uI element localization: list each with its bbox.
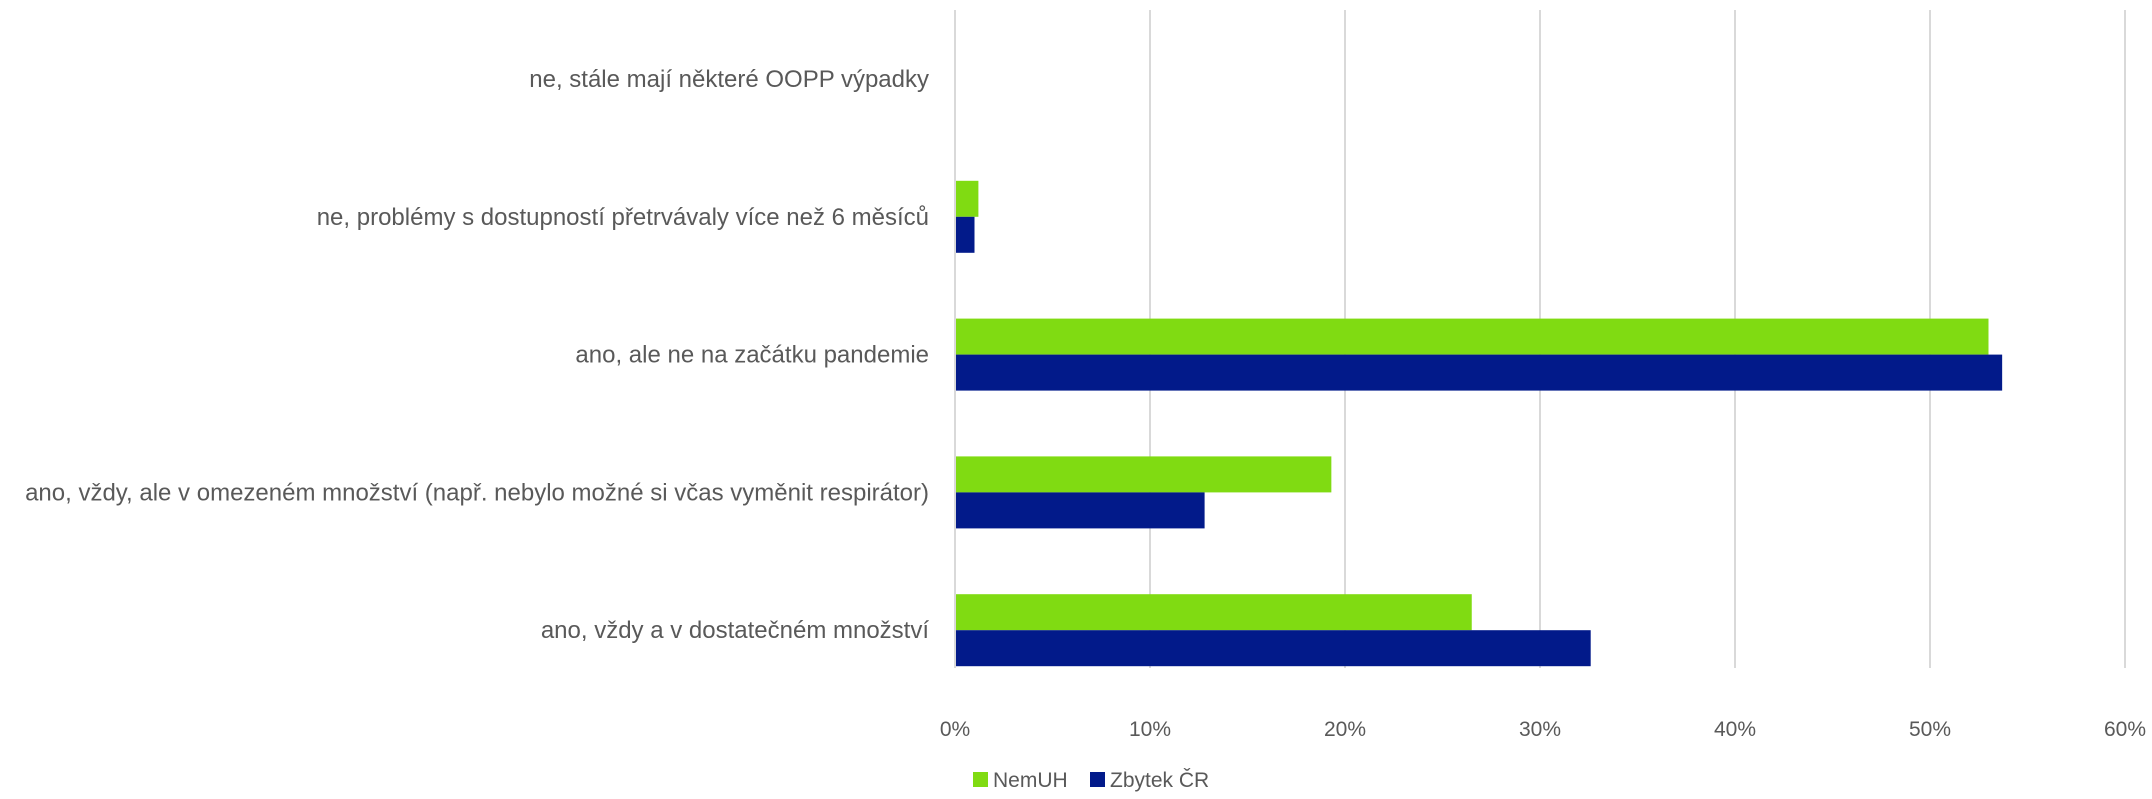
x-axis-tick-labels: 0% 10% 20% 30% 40% 50% 60%	[940, 718, 2146, 741]
bar-nemuh	[955, 318, 1989, 355]
x-tick-label: 60%	[2104, 718, 2146, 741]
bars	[955, 180, 2003, 667]
bar-nemuh	[955, 180, 979, 217]
legend-swatch	[973, 772, 988, 787]
category-labels: ne, stále mají některé OOPP výpadky ne, p…	[25, 66, 929, 644]
bar-zbytek-cr	[955, 630, 1591, 667]
x-tick-label: 20%	[1324, 718, 1366, 741]
legend-swatch	[1090, 772, 1105, 787]
x-tick-label: 50%	[1909, 718, 1951, 741]
legend-label: Zbytek ČR	[1110, 769, 1209, 792]
category-label: ano, vždy a v dostatečném množství	[541, 617, 930, 644]
x-tick-label: 0%	[940, 718, 970, 741]
bar-zbytek-cr	[955, 216, 975, 253]
bar-nemuh	[955, 594, 1472, 631]
bar-zbytek-cr	[955, 492, 1205, 529]
category-label: ne, stále mají některé OOPP výpadky	[529, 66, 929, 93]
category-label: ano, vždy, ale v omezeném množství (např…	[25, 479, 929, 506]
x-tick-label: 40%	[1714, 718, 1756, 741]
x-tick-label: 10%	[1129, 718, 1171, 741]
category-label: ne, problémy s dostupností přetrvávaly v…	[317, 204, 929, 231]
legend-label: NemUH	[993, 769, 1068, 792]
category-label: ano, ale ne na začátku pandemie	[575, 342, 929, 369]
legend: NemUH Zbytek ČR	[973, 769, 1209, 792]
x-tick-label: 30%	[1519, 718, 1561, 741]
bar-zbytek-cr	[955, 354, 2003, 391]
bar-nemuh	[955, 456, 1332, 493]
